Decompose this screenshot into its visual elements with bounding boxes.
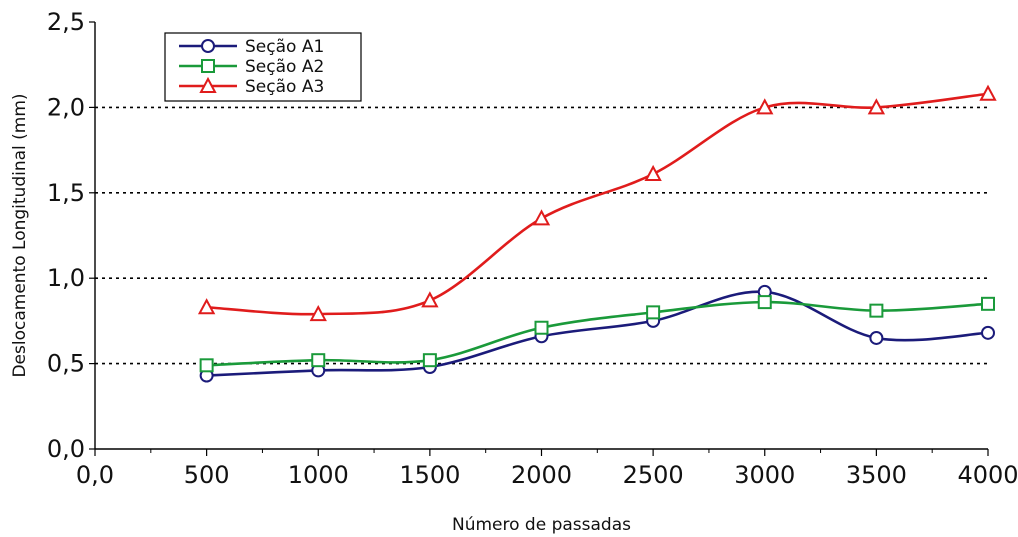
legend-marker	[201, 59, 215, 73]
legend-marker	[201, 39, 215, 53]
y-axis-title: Deslocamento Longitudinal (mm)	[10, 93, 30, 377]
x-tick-label: 500	[184, 461, 230, 489]
x-tick-label: 1000	[288, 461, 349, 489]
data-point	[311, 353, 326, 368]
y-tick-label: 1,5	[47, 179, 85, 207]
data-point	[981, 296, 995, 311]
y-tick-label: 2,5	[47, 8, 85, 36]
data-point	[309, 304, 327, 322]
x-tick-label: 3000	[734, 461, 795, 489]
x-tick-label: 2500	[623, 461, 684, 489]
series-2	[199, 295, 995, 373]
data-point	[532, 209, 551, 226]
legend-label: Seção A1	[245, 37, 324, 57]
axes: 0,0 0,5 1,0 1,5 2,0 2,5 0,0 500 1000 1500 2000 2500…	[10, 8, 1018, 535]
data-point	[197, 298, 216, 315]
y-tick-label: 2,0	[47, 93, 85, 121]
series-lines	[197, 84, 997, 383]
legend-item: Seção A3	[179, 76, 324, 97]
legend-label: Seção A3	[245, 77, 324, 97]
x-tick-label: 1500	[399, 461, 460, 489]
data-point	[867, 98, 886, 115]
data-point	[534, 320, 549, 335]
data-point	[981, 325, 995, 340]
data-point	[869, 330, 884, 345]
data-point	[756, 98, 774, 115]
series-3	[197, 84, 997, 322]
y-tick-label: 0,5	[47, 350, 85, 378]
legend-item: Seção A1	[179, 37, 324, 57]
x-axis-title: Número de passadas	[452, 515, 631, 535]
x-tick-label: 2000	[511, 461, 572, 489]
data-point	[646, 305, 661, 320]
x-tick-label: 3500	[846, 461, 907, 489]
y-tick-label: 1,0	[47, 264, 85, 292]
x-tick-label: 4000	[957, 461, 1018, 489]
series-line	[206, 290, 989, 377]
data-point	[869, 303, 884, 318]
data-point	[421, 291, 439, 308]
data-point	[199, 358, 214, 373]
data-point	[422, 353, 437, 368]
series-line	[206, 92, 989, 316]
x-tick-label: 0,0	[76, 461, 114, 489]
series-line	[206, 300, 989, 367]
data-point	[979, 84, 997, 101]
data-point	[644, 164, 662, 182]
legend-label: Seção A2	[245, 57, 324, 77]
series-1	[199, 284, 995, 383]
data-point	[757, 295, 772, 310]
y-tick-label: 0,0	[47, 435, 85, 463]
legend-marker	[199, 76, 217, 93]
legend-item: Seção A2	[179, 57, 324, 77]
